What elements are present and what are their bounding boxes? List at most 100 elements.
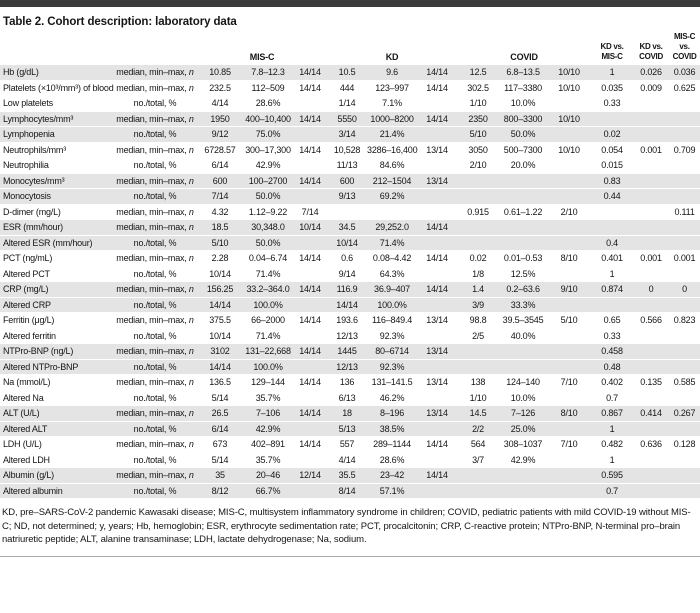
data-cell: 1.12–9.22: [243, 204, 293, 220]
data-cell: 2350: [457, 111, 500, 127]
data-cell: 30,348.0: [243, 219, 293, 236]
data-cell: 10/14: [293, 219, 328, 236]
data-cell: 0.054: [591, 142, 634, 158]
data-cell: 9/13: [327, 188, 368, 205]
table-row: Lymphocytes/mm³ median, min–max, n 1950 400…: [0, 111, 700, 127]
data-cell: 1/10: [457, 95, 500, 112]
data-cell: 112–509: [243, 80, 293, 96]
data-cell: 3/9: [457, 297, 500, 313]
data-cell: 36.9–407: [367, 281, 418, 298]
data-cell: 0.867: [591, 405, 634, 422]
data-cell: [669, 483, 700, 499]
data-cell: [457, 219, 500, 236]
data-cell: 18.5: [197, 219, 243, 236]
row-label: Altered Na: [0, 390, 113, 406]
row-label: Altered LDH: [0, 452, 113, 468]
data-cell: 289–1144: [367, 436, 418, 453]
data-cell: [669, 467, 700, 484]
data-cell: 39.5–3545: [499, 312, 548, 329]
data-cell: [417, 483, 458, 499]
data-cell: 100–2700: [243, 173, 293, 189]
data-cell: 2/5: [457, 328, 500, 344]
data-cell: 14/14: [293, 436, 328, 453]
data-cell: 10/14: [197, 266, 243, 282]
data-cell: 0.414: [633, 405, 670, 422]
data-cell: [417, 95, 458, 112]
data-cell: 35.7%: [243, 390, 293, 406]
data-cell: 0.401: [591, 250, 634, 267]
data-cell: 600: [197, 173, 243, 189]
data-cell: [499, 188, 548, 205]
table-row: Altered ferritin no./total, % 10/14 71.4% 12…: [0, 328, 700, 344]
row-label: ALT (U/L): [0, 405, 113, 422]
table-row: Neutrophils/mm³ median, min–max, n 6728.57…: [0, 142, 700, 158]
data-cell: 69.2%: [367, 188, 418, 205]
row-label: Monocytosis: [0, 188, 113, 205]
data-cell: 20–46: [243, 467, 293, 484]
data-cell: [669, 173, 700, 189]
header-group-misc: MIS-C: [249, 52, 275, 62]
data-cell: 14/14: [417, 80, 458, 96]
data-cell: 0.267: [669, 405, 700, 422]
row-stat-type: no./total, %: [113, 188, 197, 205]
header-group-kd: KD: [385, 52, 399, 62]
data-cell: 1: [591, 65, 634, 81]
data-cell: 14/14: [293, 250, 328, 267]
data-cell: 50.0%: [243, 188, 293, 205]
data-cell: 14/14: [293, 343, 328, 360]
data-cell: 33.2–364.0: [243, 281, 293, 298]
data-cell: [633, 157, 670, 174]
data-cell: 10/14: [327, 235, 368, 251]
data-cell: 100.0%: [243, 359, 293, 375]
table-row: D-dimer (mg/L) median, min–max, n 4.32 1.12…: [0, 204, 700, 220]
row-stat-type: no./total, %: [113, 266, 197, 282]
data-cell: [457, 483, 500, 499]
data-cell: 4.32: [197, 204, 243, 220]
data-cell: 1/8: [457, 266, 500, 282]
data-cell: [457, 343, 500, 360]
data-cell: 84.6%: [367, 157, 418, 174]
data-cell: 28.6%: [367, 452, 418, 468]
row-label: Altered PCT: [0, 266, 113, 282]
data-cell: 2/2: [457, 421, 500, 437]
data-cell: 6728.57: [197, 142, 243, 158]
row-stat-type: no./total, %: [113, 390, 197, 406]
row-label: D-dimer (mg/L): [0, 204, 113, 220]
row-stat-type: median, min–max, n: [113, 343, 197, 360]
table-row: Altered ESR (mm/hour) no./total, % 5/10 50.…: [0, 235, 700, 251]
data-cell: 5/14: [197, 452, 243, 468]
row-stat-type: median, min–max, n: [113, 405, 197, 422]
data-cell: 10/10: [547, 65, 592, 81]
table-row: Monocytes/mm³ median, min–max, n 600 100–27…: [0, 173, 700, 189]
data-cell: 3102: [197, 343, 243, 360]
data-cell: 0.48: [591, 359, 634, 375]
row-label: Platelets (×10³/mm³) of blood: [0, 80, 114, 96]
data-cell: 5/13: [327, 421, 368, 437]
data-cell: [417, 235, 458, 251]
data-cell: 0.6: [327, 250, 368, 267]
data-cell: 0.636: [633, 436, 670, 453]
data-cell: 0.44: [591, 188, 634, 205]
table-row: Na (mmol/L) median, min–max, n 136.5 129–14…: [0, 374, 700, 391]
row-label: CRP (mg/L): [0, 281, 113, 298]
row-stat-type: median, min–max, n: [113, 250, 197, 267]
data-cell: 3050: [457, 142, 500, 158]
data-cell: 8/10: [547, 250, 592, 267]
data-cell: 0.135: [633, 374, 670, 391]
data-cell: 13/14: [417, 312, 458, 329]
data-cell: 28.6%: [243, 95, 293, 112]
data-cell: 14/14: [417, 467, 458, 484]
data-cell: 10.85: [197, 65, 243, 81]
data-cell: [669, 266, 700, 282]
data-cell: 1: [591, 266, 634, 282]
data-cell: [669, 157, 700, 174]
row-stat-type: no./total, %: [113, 126, 197, 143]
table-row: LDH (U/L) median, min–max, n 673 402–891 14/…: [0, 436, 700, 453]
data-cell: 14/14: [417, 250, 458, 267]
data-cell: 14/14: [293, 312, 328, 329]
data-cell: 0.02: [457, 250, 500, 267]
data-cell: [457, 173, 500, 189]
data-cell: 14/14: [197, 359, 243, 375]
data-cell: [633, 483, 670, 499]
data-cell: 12.5: [457, 65, 500, 81]
